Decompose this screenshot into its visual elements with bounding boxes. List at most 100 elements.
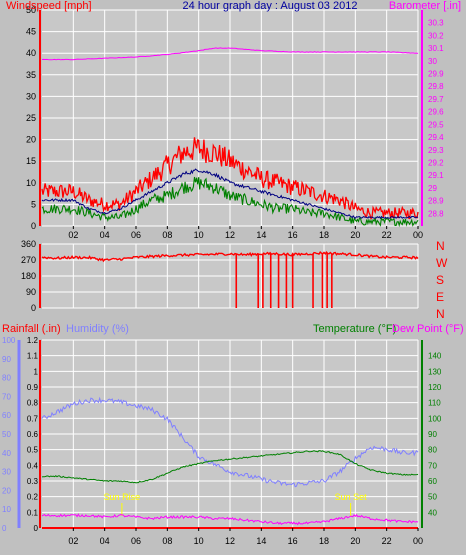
x-tick-label: 04 xyxy=(100,230,110,240)
temperature-tick-label: 40 xyxy=(428,508,437,517)
temperature-tick-label: 120 xyxy=(428,383,442,392)
x-tick-label: 22 xyxy=(382,230,392,240)
series-temp xyxy=(41,450,419,484)
barometer-tick-label: 28.9 xyxy=(428,197,444,206)
wind-tick-label: 30 xyxy=(26,91,36,101)
x-tick-label: 02 xyxy=(68,230,78,240)
x-tick-label: 20 xyxy=(350,536,360,546)
wind-tick-label: 40 xyxy=(26,48,36,58)
barometer-axis-label: Barometer [.in] xyxy=(389,0,461,12)
temperature-tick-label: 60 xyxy=(428,477,437,486)
humidity-tick-label: 40 xyxy=(2,449,11,458)
direction-tick-label: 360 xyxy=(21,239,36,249)
barometer-tick-label: 29.5 xyxy=(428,120,444,129)
barometer-tick-label: 30 xyxy=(428,57,437,66)
x-tick-label: 14 xyxy=(256,536,266,546)
x-tick-label: 12 xyxy=(225,536,235,546)
wind-tick-label: 20 xyxy=(26,135,36,145)
barometer-tick-label: 29 xyxy=(428,184,437,193)
rain-temp-panel-axes: 0 0.1 0.2 0.3 0.4 0.5 0.6 0.7 0.8 0.9 1 1.1 1.2 0 10 20… xyxy=(2,336,442,546)
barometer-tick-label: 29.8 xyxy=(428,82,444,91)
humidity-tick-label: 50 xyxy=(2,430,11,439)
series-dew xyxy=(41,513,419,526)
humidity-tick-label: 10 xyxy=(2,505,11,514)
barometer-tick-label: 30.1 xyxy=(428,44,444,53)
rain-tick-label: 1.1 xyxy=(27,352,39,361)
barometer-tick-label: 29.9 xyxy=(428,70,444,79)
temperature-tick-label: 140 xyxy=(428,352,442,361)
wind-panel-series xyxy=(41,47,419,228)
x-tick-label: 06 xyxy=(131,536,141,546)
temperature-axis-label: Temperature (°F) xyxy=(313,323,396,335)
rain-tick-label: 0 xyxy=(34,524,39,533)
x-tick-label: 08 xyxy=(162,230,172,240)
wind-panel-axes: 0 5 10 15 20 25 30 35 40 45 50 28.8 28.9 29 29.1 29.2 29… xyxy=(26,5,444,240)
sunrise-label: Sun Rise xyxy=(104,492,141,502)
rain-tick-label: 0.3 xyxy=(27,477,39,486)
sunset-label: Sun Set xyxy=(335,492,368,502)
compass-label: N xyxy=(436,307,445,321)
x-tick-label: 16 xyxy=(288,230,298,240)
barometer-tick-label: 29.3 xyxy=(428,146,444,155)
rain-tick-label: 0.9 xyxy=(27,383,39,392)
x-tick-label: 10 xyxy=(194,536,204,546)
barometer-tick-label: 29.6 xyxy=(428,108,444,117)
x-tick-label: 12 xyxy=(225,230,235,240)
wind-tick-label: 35 xyxy=(26,70,36,80)
humidity-tick-label: 90 xyxy=(2,355,11,364)
barometer-series xyxy=(41,47,419,61)
humidity-tick-label: 100 xyxy=(2,336,16,345)
rain-tick-label: 0.4 xyxy=(27,461,39,470)
direction-tick-label: 180 xyxy=(21,271,36,281)
x-tick-label: 18 xyxy=(319,536,329,546)
rain-tick-label: 1 xyxy=(34,367,39,376)
direction-panel-series xyxy=(41,250,419,308)
barometer-tick-label: 30.3 xyxy=(428,19,444,28)
humidity-tick-label: 30 xyxy=(2,468,11,477)
x-tick-label: 14 xyxy=(256,230,266,240)
barometer-tick-label: 29.2 xyxy=(428,158,444,167)
barometer-tick-label: 29.4 xyxy=(428,133,444,142)
wind-axis-label: Windspeed [mph] xyxy=(6,0,92,12)
direction-series xyxy=(41,250,419,263)
rain-tick-label: 0.8 xyxy=(27,399,39,408)
x-tick-label: 04 xyxy=(100,536,110,546)
x-tick-label: 00 xyxy=(413,536,423,546)
barometer-tick-label: 29.1 xyxy=(428,171,444,180)
x-tick-label: 00 xyxy=(413,230,423,240)
humidity-tick-label: 20 xyxy=(2,486,11,495)
x-tick-label: 02 xyxy=(68,536,78,546)
x-tick-label: 16 xyxy=(288,536,298,546)
x-tick-label: 22 xyxy=(382,536,392,546)
direction-tick-label: 270 xyxy=(21,255,36,265)
wind-tick-label: 0 xyxy=(31,221,36,231)
wind-tick-label: 5 xyxy=(31,199,36,209)
temperature-tick-label: 50 xyxy=(428,493,437,502)
barometer-tick-label: 29.7 xyxy=(428,95,444,104)
wind-series-avg xyxy=(41,168,419,220)
humidity-tick-label: 0 xyxy=(2,524,7,533)
wind-tick-label: 10 xyxy=(26,178,36,188)
barometer-tick-label: 30.2 xyxy=(428,31,444,40)
temperature-tick-label: 80 xyxy=(428,446,437,455)
rainfall-axis-label: Rainfall (.in) xyxy=(2,323,61,335)
wind-tick-label: 15 xyxy=(26,156,36,166)
wind-series-wind xyxy=(41,176,419,228)
temperature-tick-label: 90 xyxy=(428,430,437,439)
wind-tick-label: 50 xyxy=(26,5,36,15)
rain-tick-label: 0.6 xyxy=(27,430,39,439)
rain-tick-label: 0.2 xyxy=(27,493,39,502)
wind-tick-label: 45 xyxy=(26,27,36,37)
compass-label: E xyxy=(436,290,444,304)
x-tick-label: 06 xyxy=(131,230,141,240)
direction-tick-label: 0 xyxy=(31,303,36,313)
rain-tick-label: 1.2 xyxy=(27,336,39,345)
wind-tick-label: 25 xyxy=(26,113,36,123)
series-humidity xyxy=(41,396,419,488)
temperature-tick-label: 110 xyxy=(428,399,441,408)
humidity-tick-label: 60 xyxy=(2,411,11,420)
direction-tick-label: 90 xyxy=(26,287,36,297)
x-tick-label: 10 xyxy=(194,230,204,240)
humidity-tick-label: 70 xyxy=(2,392,11,401)
